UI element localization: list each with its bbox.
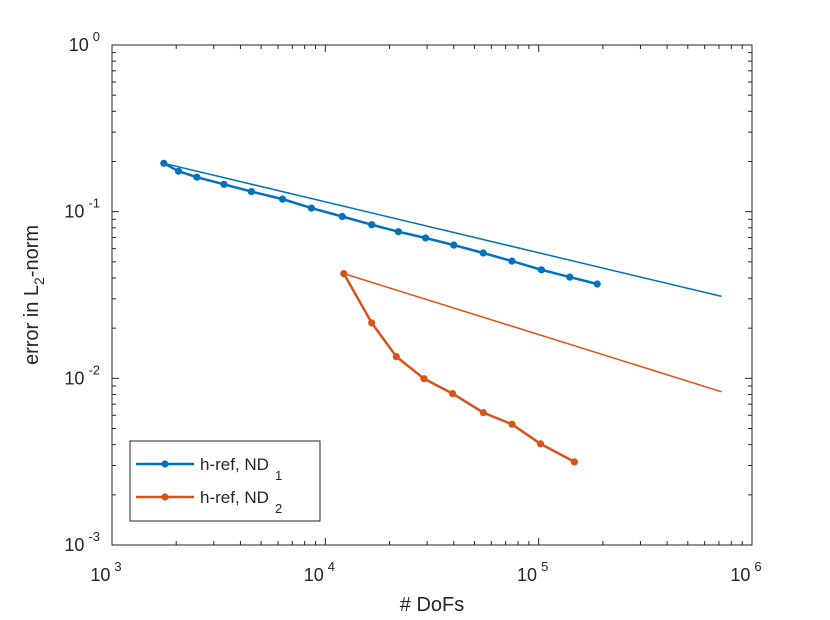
data-point bbox=[247, 188, 255, 196]
data-point bbox=[340, 270, 348, 278]
series-2 bbox=[340, 270, 579, 466]
x-tick-label: 10 4 bbox=[304, 559, 335, 585]
data-point bbox=[593, 280, 601, 288]
reference-line-2 bbox=[343, 272, 722, 393]
data-point bbox=[307, 204, 315, 212]
legend: h-ref, ND1 h-ref, ND2 bbox=[129, 440, 321, 522]
y-tick-label: 10 -2 bbox=[64, 362, 100, 388]
data-point bbox=[508, 257, 516, 265]
legend-label: h-ref, ND1 bbox=[200, 455, 282, 483]
data-point bbox=[570, 458, 579, 466]
data-point bbox=[508, 420, 516, 428]
data-point bbox=[394, 228, 402, 236]
x-tick-label: 10 6 bbox=[730, 559, 761, 585]
legend-label: h-ref, ND2 bbox=[200, 488, 282, 516]
data-point bbox=[160, 159, 168, 167]
y-axis-label-subscript: 2 bbox=[31, 277, 47, 285]
legend-marker bbox=[161, 460, 169, 468]
data-point bbox=[392, 353, 400, 361]
data-point bbox=[220, 180, 228, 188]
y-axis-label-suffix: -norm bbox=[21, 225, 43, 277]
data-point bbox=[278, 195, 287, 203]
y-tick-label: 10 -3 bbox=[64, 529, 100, 555]
series-1 bbox=[160, 159, 601, 288]
y-tick-label: 10 0 bbox=[69, 29, 100, 55]
data-point bbox=[338, 212, 346, 221]
y-tick-label: 10 -1 bbox=[64, 196, 100, 222]
legend-entry-1: h-ref, ND1 bbox=[136, 455, 282, 483]
data-point bbox=[422, 234, 430, 242]
legend-marker bbox=[161, 493, 169, 501]
data-point bbox=[450, 241, 458, 249]
data-point bbox=[174, 167, 183, 175]
legend-box bbox=[129, 440, 321, 522]
data-point bbox=[566, 273, 574, 281]
data-point bbox=[420, 375, 428, 383]
y-axis-label: error in L2-norm bbox=[21, 225, 47, 365]
data-point bbox=[536, 440, 545, 448]
y-axis-label-prefix: error in L bbox=[21, 285, 43, 365]
data-point bbox=[193, 173, 201, 181]
x-axis-label: # DoFs bbox=[400, 594, 464, 616]
series-layer bbox=[160, 159, 601, 466]
data-point bbox=[479, 249, 487, 257]
plot-area-border bbox=[111, 44, 753, 546]
data-point bbox=[368, 319, 376, 327]
x-tick-label: 10 5 bbox=[517, 559, 548, 585]
data-point bbox=[449, 390, 457, 398]
data-point bbox=[368, 221, 376, 229]
x-axis-ticks: 10 3 10 4 10 5 10 6 bbox=[90, 45, 762, 585]
data-point bbox=[537, 266, 546, 274]
reference-lines bbox=[163, 162, 722, 393]
data-point bbox=[479, 409, 487, 417]
legend-entry-2: h-ref, ND2 bbox=[136, 488, 282, 516]
reference-line-1 bbox=[163, 162, 722, 298]
x-tick-label: 10 3 bbox=[90, 559, 121, 585]
